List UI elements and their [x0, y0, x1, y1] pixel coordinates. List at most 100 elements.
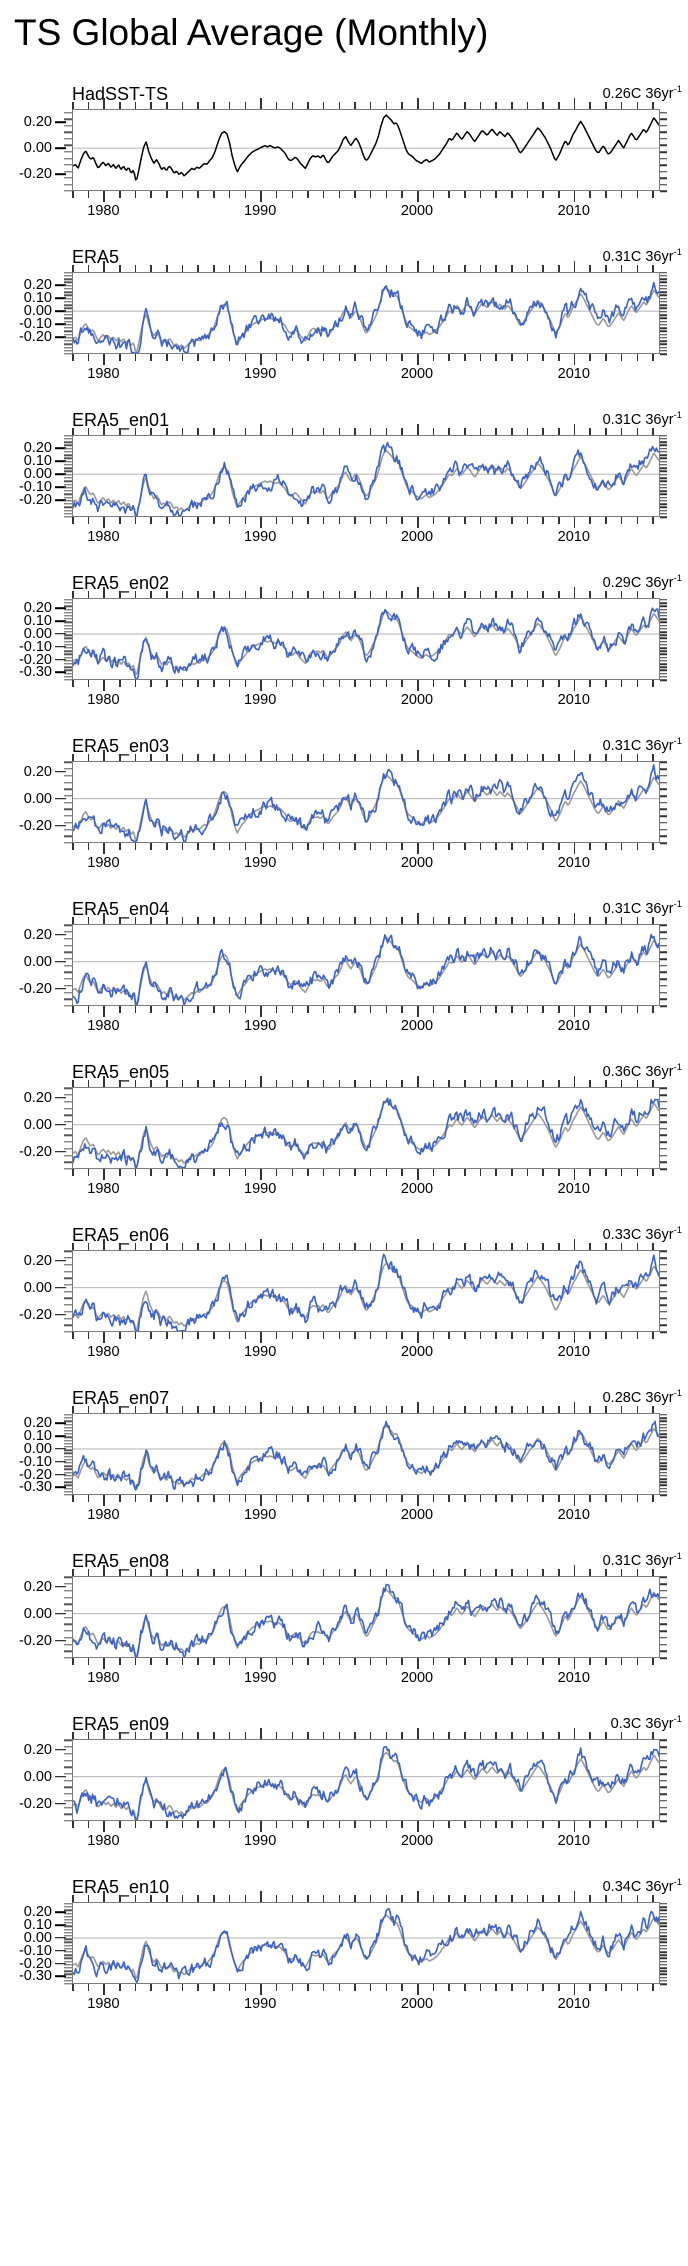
x-axis-ticks-bottom	[72, 1006, 660, 1017]
x-axis-ticks-top	[72, 1239, 660, 1250]
panel-trend-value: 0.31C 36yr-1	[603, 248, 682, 265]
y-tick-label: -0.20	[18, 1306, 52, 1323]
y-tick-mark	[55, 297, 66, 299]
y-tick-mark	[55, 1949, 66, 1952]
panel-header: ERA5_en07 0.28C 36yr-1	[0, 1388, 688, 1412]
y-axis-right-ticks	[660, 271, 674, 355]
x-tick-label: 1990	[244, 692, 277, 708]
y-tick-label: 0.00	[23, 1279, 52, 1296]
panel-hadsst-ts: HadSST-TS 0.26C 36yr-1 0.20 0.00 -0.20 1980 19…	[0, 84, 688, 247]
x-tick-label: 1990	[244, 1507, 277, 1523]
y-tick-mark	[55, 1286, 66, 1289]
trend-text: 0.28C 36yr	[602, 1390, 674, 1406]
y-tick-mark	[55, 1313, 66, 1316]
panel-header: ERA5_en06 0.33C 36yr-1	[0, 1225, 688, 1249]
y-tick-mark	[55, 1473, 66, 1476]
x-tick-label: 2010	[557, 1833, 590, 1849]
panel-era5: ERA5 0.31C 36yr-1 0.20 0.10 0.00 -0.10 -0.20 19…	[0, 247, 688, 410]
y-tick-mark	[55, 607, 66, 609]
x-tick-label: 2010	[557, 1670, 590, 1686]
y-axis-right-ticks	[660, 1413, 674, 1496]
y-tick-mark	[55, 1150, 66, 1153]
x-axis-ticks-top	[72, 261, 660, 272]
y-tick-label: -0.30	[18, 1968, 52, 1985]
y-tick-label: -0.10	[18, 478, 52, 495]
series-era5-en06	[73, 1254, 659, 1331]
trend-text: 0.26C 36yr	[602, 86, 674, 102]
y-tick-mark	[55, 1937, 66, 1939]
x-tick-label: 1990	[244, 1181, 277, 1197]
y-tick-mark	[55, 1486, 66, 1489]
x-axis-ticks-bottom	[72, 1984, 660, 1995]
x-axis-labels: 1980 1990 2000 2010	[72, 203, 660, 223]
panel-title: ERA5	[72, 247, 120, 267]
y-axis-minor-ticks	[62, 924, 72, 1007]
x-tick-label: 1980	[87, 366, 120, 382]
panel-trend-value: 0.31C 36yr-1	[602, 1552, 682, 1569]
x-tick-label: 1980	[87, 1507, 120, 1523]
y-tick-mark	[55, 658, 66, 661]
x-tick-label: 2010	[557, 1018, 590, 1034]
y-tick-label: 0.00	[23, 790, 52, 807]
x-axis-ticks-top	[72, 1565, 660, 1576]
series-reference-hadsst	[73, 288, 659, 353]
y-tick-mark	[55, 671, 66, 674]
panel-trend-value: 0.33C 36yr-1	[603, 1225, 682, 1243]
y-tick-mark	[55, 1924, 66, 1926]
x-tick-label: 2000	[400, 855, 434, 871]
plot-area	[72, 109, 660, 191]
x-tick-label: 2000	[400, 692, 434, 708]
x-tick-label: 2010	[557, 203, 590, 219]
plot-area	[72, 1087, 660, 1169]
trend-text: 0.31C 36yr	[602, 1553, 674, 1569]
x-tick-label: 2010	[557, 366, 590, 382]
x-tick-label: 2010	[557, 1344, 590, 1360]
y-tick-mark	[55, 486, 66, 488]
y-tick-mark	[55, 1123, 66, 1126]
y-tick-label: -0.30	[18, 1479, 52, 1496]
series-era5-en01	[73, 443, 659, 516]
y-tick-mark	[55, 460, 66, 462]
y-tick-label: 0.00	[23, 1440, 52, 1457]
y-tick-mark	[55, 1460, 66, 1463]
panel-trend-value: 0.36C 36yr-1	[603, 1063, 682, 1080]
panel-title: ERA5_en05	[72, 1062, 170, 1082]
y-tick-mark	[55, 960, 66, 963]
y-tick-mark	[55, 1612, 66, 1615]
trend-exponent: -1	[673, 1225, 682, 1237]
y-tick-mark	[55, 934, 66, 936]
y-tick-label: -0.20	[18, 491, 52, 508]
y-tick-label: 0.10	[23, 289, 52, 306]
panel-header: ERA5_en10 0.34C 36yr-1	[0, 1877, 688, 1901]
y-axis-right-ticks	[660, 924, 674, 1007]
plot-area	[72, 1250, 660, 1332]
x-tick-label: 1990	[244, 1670, 277, 1686]
y-tick-mark	[55, 323, 66, 325]
series-reference-hadsst	[73, 451, 659, 516]
y-tick-mark	[55, 797, 66, 800]
x-tick-label: 1980	[87, 1833, 120, 1849]
panel-era5-en09: ERA5_en09 0.3C 36yr-1 0.20 0.00 -0.20 1980 199…	[0, 1714, 688, 1877]
x-axis-ticks-top	[72, 424, 660, 435]
y-axis-minor-ticks	[62, 109, 72, 192]
panel-title: ERA5_en02	[72, 573, 170, 593]
plot-area	[72, 1576, 660, 1658]
x-axis-labels: 1980 1990 2000 2010	[72, 1018, 660, 1038]
x-axis-labels: 1980 1990 2000 2010	[72, 1344, 660, 1364]
y-tick-label: 0.10	[23, 452, 52, 469]
x-axis-ticks-bottom	[72, 1658, 660, 1669]
panel-title: ERA5_en01	[72, 410, 170, 430]
y-axis-labels: 0.20 0.00 -0.20	[0, 924, 66, 1006]
y-axis-minor-ticks	[62, 598, 72, 681]
y-tick-mark	[55, 447, 66, 449]
panel-era5-en08: ERA5_en08 0.31C 36yr-1 0.20 0.00 -0.20 1980 19…	[0, 1551, 688, 1714]
y-tick-label: -0.20	[18, 1795, 52, 1812]
x-tick-label: 1980	[87, 1670, 120, 1686]
x-tick-label: 1990	[244, 1018, 277, 1034]
y-tick-label: 0.00	[23, 953, 52, 970]
y-tick-mark	[55, 284, 66, 286]
panel-header: ERA5_en03 0.31C 36yr-1	[0, 736, 688, 760]
y-tick-label: 0.10	[23, 1916, 52, 1933]
panel-header: ERA5_en01 0.31C 36yr-1	[0, 410, 688, 434]
x-axis-ticks-bottom	[72, 1495, 660, 1506]
